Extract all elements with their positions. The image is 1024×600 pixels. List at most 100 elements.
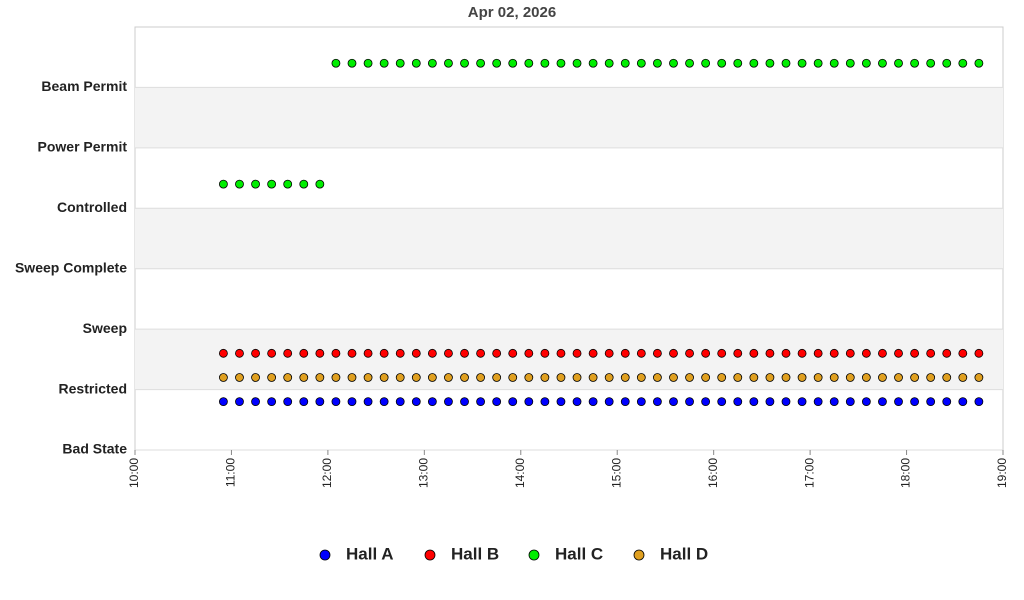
point — [540, 373, 550, 382]
point — [524, 373, 534, 382]
point — [556, 58, 566, 68]
point — [235, 397, 244, 407]
point — [878, 58, 887, 68]
point — [540, 397, 550, 407]
point — [604, 373, 614, 382]
point — [540, 58, 550, 68]
point — [251, 348, 260, 358]
point — [701, 397, 711, 407]
point — [926, 397, 936, 407]
point — [556, 373, 566, 382]
point — [588, 397, 598, 407]
point — [508, 373, 518, 382]
point — [283, 397, 293, 407]
point — [797, 348, 807, 358]
point — [347, 58, 357, 68]
point — [444, 58, 453, 68]
point — [395, 348, 405, 358]
point — [701, 58, 711, 68]
point — [331, 373, 341, 382]
point — [460, 348, 469, 358]
legend-label: Hall D — [660, 544, 708, 563]
point — [315, 397, 325, 407]
point — [733, 397, 743, 407]
point — [235, 348, 244, 358]
point — [395, 397, 405, 407]
point — [604, 397, 614, 407]
point — [508, 58, 518, 68]
point — [379, 348, 389, 358]
point — [910, 58, 919, 68]
x-tick-label: 13:00 — [417, 458, 431, 488]
point — [685, 373, 694, 382]
point — [717, 348, 727, 358]
point — [765, 373, 775, 382]
point — [620, 397, 630, 407]
point — [620, 58, 630, 68]
point — [492, 373, 502, 382]
point — [942, 373, 952, 382]
point — [685, 58, 694, 68]
y-tick-label: Restricted — [59, 380, 127, 396]
point — [733, 58, 743, 68]
point — [427, 348, 437, 358]
point — [347, 348, 357, 358]
point — [878, 348, 887, 358]
point — [926, 373, 936, 382]
point — [299, 348, 309, 358]
point — [797, 58, 807, 68]
point — [765, 58, 775, 68]
y-tick-label: Controlled — [57, 199, 127, 215]
band — [135, 87, 1003, 148]
point — [894, 348, 903, 358]
point — [910, 348, 919, 358]
point — [363, 348, 373, 358]
point — [411, 373, 421, 382]
point — [235, 179, 244, 189]
legend-label: Hall C — [555, 544, 603, 563]
point — [283, 348, 293, 358]
point — [733, 348, 743, 358]
point — [267, 397, 277, 407]
point — [910, 373, 919, 382]
point — [444, 397, 453, 407]
point — [588, 58, 598, 68]
point — [267, 373, 277, 382]
point — [942, 58, 952, 68]
point — [299, 373, 309, 382]
point — [845, 348, 855, 358]
point — [926, 348, 936, 358]
point — [444, 373, 453, 382]
point — [251, 179, 260, 189]
point — [781, 397, 791, 407]
point — [669, 397, 678, 407]
point — [476, 397, 485, 407]
x-tick-label: 12:00 — [320, 458, 334, 488]
point — [315, 373, 325, 382]
point — [685, 397, 694, 407]
point — [620, 373, 630, 382]
point — [942, 397, 952, 407]
point — [733, 373, 743, 382]
x-tick-label: 14:00 — [513, 458, 527, 488]
point — [427, 397, 437, 407]
point — [283, 179, 293, 189]
point — [878, 373, 887, 382]
point — [572, 58, 582, 68]
point — [717, 58, 727, 68]
point — [588, 348, 598, 358]
point — [476, 58, 485, 68]
point — [749, 373, 759, 382]
point — [894, 58, 903, 68]
legend-label: Hall B — [451, 544, 499, 563]
point — [556, 348, 566, 358]
point — [604, 58, 614, 68]
point — [653, 397, 662, 407]
y-tick-label: Power Permit — [38, 139, 128, 155]
point — [636, 397, 646, 407]
point — [379, 397, 389, 407]
legend-marker — [424, 549, 436, 561]
point — [395, 58, 405, 68]
band — [135, 329, 1003, 390]
point — [797, 373, 807, 382]
